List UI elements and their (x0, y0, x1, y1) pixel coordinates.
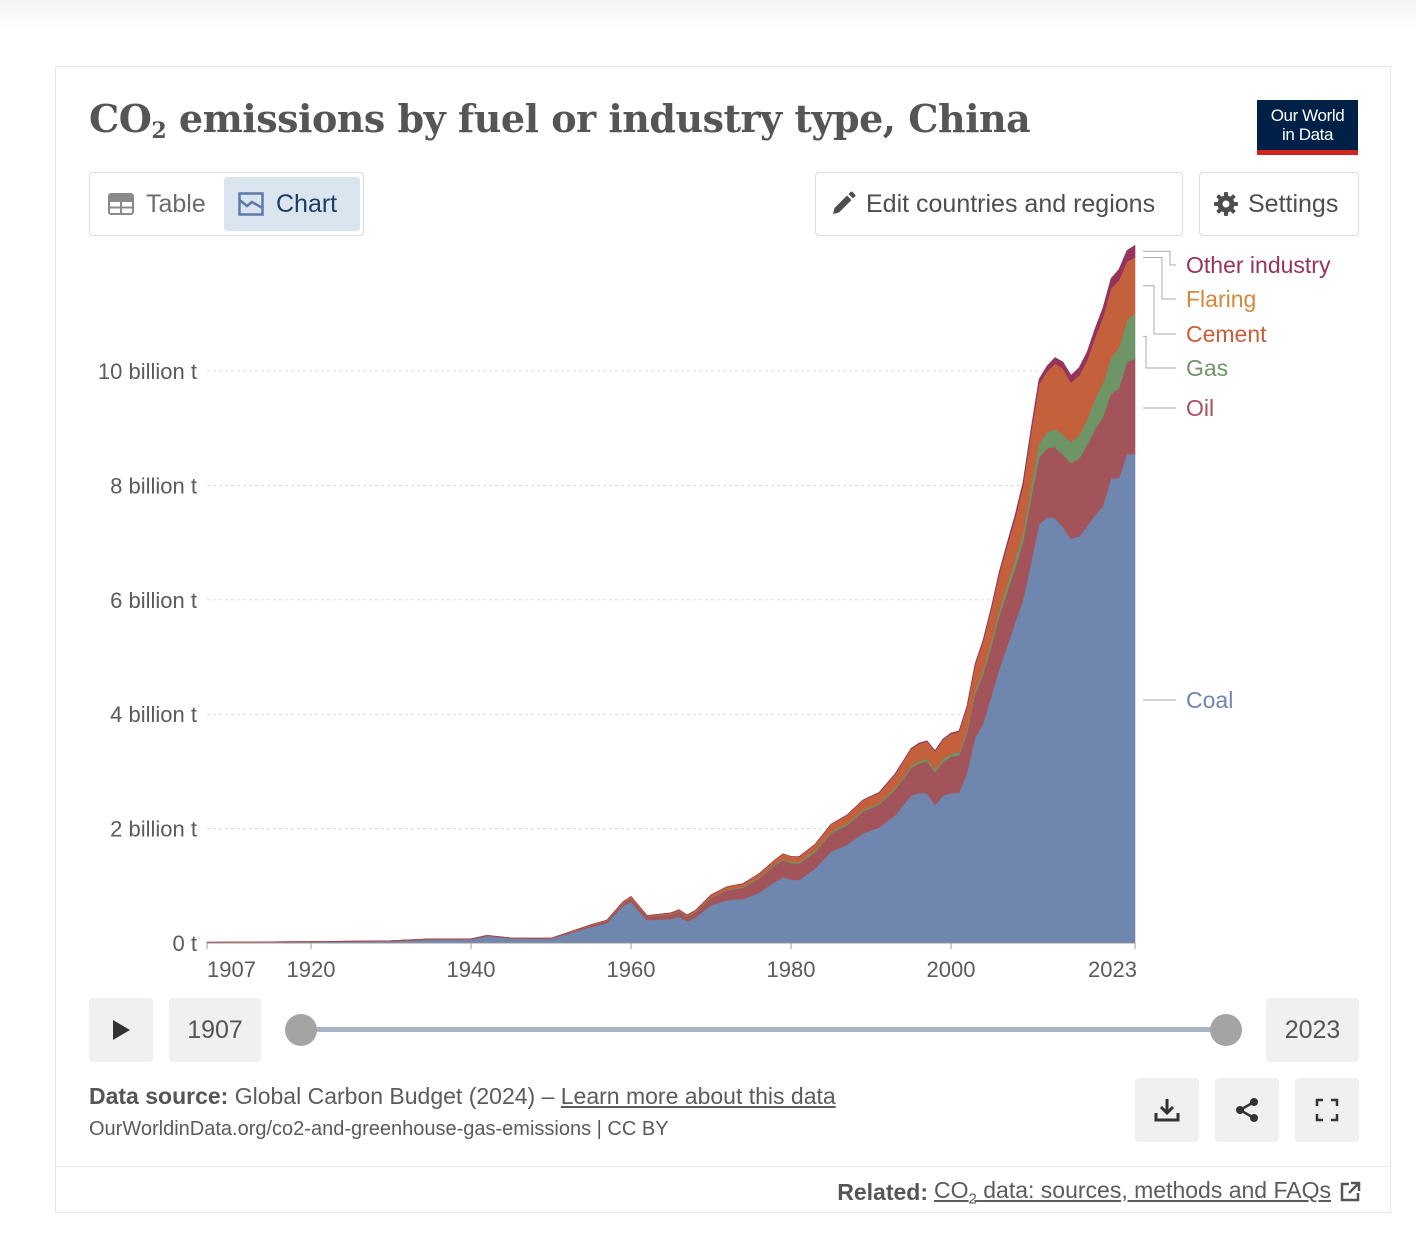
source-url: OurWorldinData.org/co2-and-greenhouse-ga… (89, 1118, 669, 1140)
y-tick-label: 4 billion t (110, 702, 197, 727)
area-coal[interactable] (206, 453, 1136, 944)
end-year-label: 2023 (1284, 1015, 1341, 1044)
table-icon (108, 193, 134, 215)
download-icon (1154, 1099, 1180, 1122)
x-tick-label: 1980 (767, 957, 816, 982)
y-tick-label: 6 billion t (110, 588, 197, 613)
chart-title: CO2 emissions by fuel or industry type, … (89, 96, 1031, 144)
area-chart-icon (238, 192, 264, 216)
legend-connector (1143, 250, 1176, 266)
fullscreen-icon (1315, 1098, 1339, 1122)
y-tick-label: 2 billion t (110, 817, 197, 842)
owid-logo[interactable]: Our World in Data (1257, 100, 1358, 155)
legend-cement[interactable]: Cement (1186, 321, 1267, 347)
legend-flaring[interactable]: Flaring (1186, 286, 1256, 312)
pencil-icon (833, 191, 856, 214)
tab-table-label: Table (146, 189, 206, 218)
x-tick-label: 2000 (927, 957, 976, 982)
timeline-track[interactable] (300, 1027, 1226, 1032)
download-button[interactable] (1135, 1078, 1199, 1142)
related-faq-link[interactable]: CO2 data: sources, methods and FAQs (934, 1177, 1331, 1208)
timeline-start-handle[interactable] (285, 1014, 317, 1046)
footer-divider (56, 1166, 1390, 1167)
related-link-row: Related: CO2 data: sources, methods and … (837, 1177, 1361, 1208)
tab-chart-label: Chart (276, 189, 338, 218)
x-tick-label: 1907 (207, 957, 256, 982)
tab-table[interactable]: Table (94, 177, 222, 231)
legend-connector (1143, 285, 1176, 335)
edit-countries-button[interactable]: Edit countries and regions (815, 172, 1183, 236)
play-button[interactable] (89, 998, 153, 1062)
external-link-icon (1340, 1182, 1361, 1202)
gear-icon (1214, 192, 1238, 216)
learn-more-link[interactable]: Learn more about this data (560, 1083, 836, 1109)
timeline-end-handle[interactable] (1210, 1014, 1242, 1046)
x-tick-label: 1960 (607, 957, 656, 982)
stacked-area-chart: 0 t 2 billion t 4 billion t 6 billion t 8 bi… (98, 244, 1331, 982)
data-source: Data source: Global Carbon Budget (2024)… (89, 1083, 836, 1110)
legend-connector (1143, 257, 1176, 300)
legend-other-industry[interactable]: Other industry (1186, 252, 1331, 278)
legend-coal[interactable]: Coal (1186, 687, 1233, 713)
legend-connector (1143, 335, 1176, 369)
y-tick-label: 8 billion t (110, 473, 197, 498)
legend-oil[interactable]: Oil (1186, 395, 1214, 421)
area-other-industry[interactable] (206, 244, 1136, 943)
play-icon (113, 1020, 130, 1040)
share-icon (1236, 1098, 1258, 1122)
y-tick-label: 10 billion t (98, 359, 197, 384)
legend-gas[interactable]: Gas (1186, 355, 1228, 381)
start-year-label: 1907 (187, 1015, 243, 1044)
y-tick-label: 0 t (173, 931, 197, 956)
x-tick-label: 1940 (447, 957, 496, 982)
settings-label: Settings (1248, 189, 1339, 218)
fullscreen-button[interactable] (1295, 1078, 1359, 1142)
edit-countries-label: Edit countries and regions (866, 189, 1156, 218)
settings-button[interactable]: Settings (1199, 172, 1359, 236)
share-button[interactable] (1215, 1078, 1279, 1142)
source-label: Data source: (89, 1083, 229, 1109)
tab-chart[interactable]: Chart (224, 177, 360, 231)
x-tick-label: 2023 (1088, 957, 1137, 982)
related-label: Related: (837, 1178, 929, 1205)
chart-card (55, 66, 1391, 1213)
view-tabs: Table Chart (89, 172, 364, 236)
source-text: Global Carbon Budget (2024) – (228, 1083, 561, 1109)
start-year-box[interactable]: 1907 (169, 998, 261, 1062)
x-tick-label: 1920 (287, 957, 336, 982)
end-year-box[interactable]: 2023 (1266, 998, 1359, 1062)
